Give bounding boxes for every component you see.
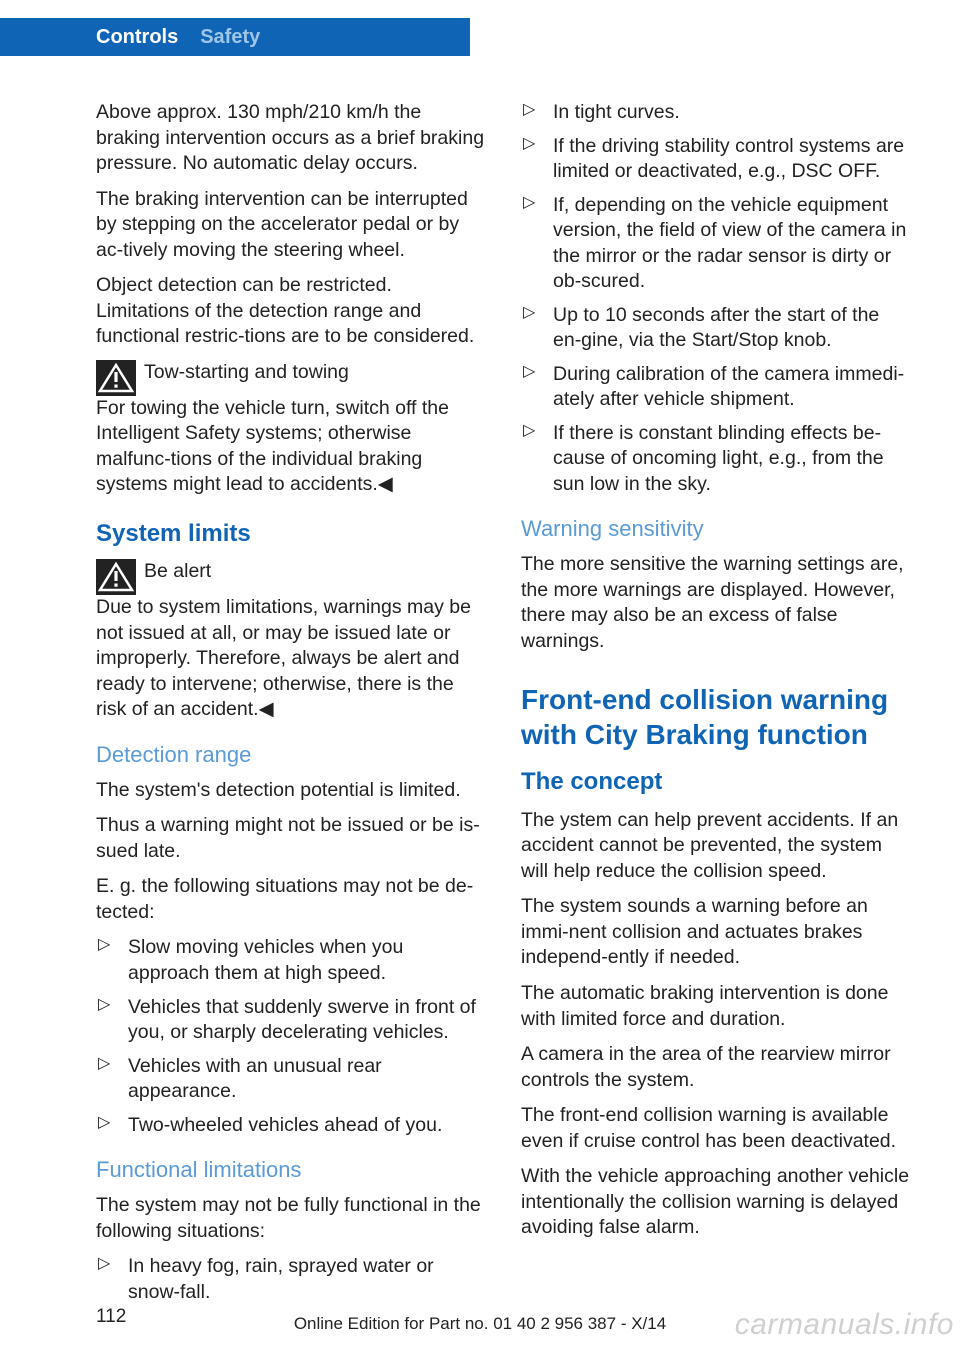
right-column: In tight curves. If the driving stabilit… [521,100,910,1292]
body-text: The front-end collision warning is avail… [521,1103,910,1154]
heading-the-concept: The concept [521,766,910,797]
heading-warning-sensitivity: Warning sensitivity [521,515,910,544]
body-text: With the vehicle approaching another veh… [521,1164,910,1241]
body-text: The automatic braking intervention is do… [521,981,910,1032]
heading-system-limits: System limits [96,518,485,549]
warning-icon [96,559,136,595]
heading-functional-limitations: Functional limitations [96,1156,485,1185]
header-tab-safety: Safety [200,26,260,49]
warning-title: Tow-starting and towing [144,361,349,383]
warning-icon [96,360,136,396]
body-text: The braking intervention can be interrup… [96,187,485,264]
list-item: Vehicles that suddenly swerve in front o… [96,995,485,1046]
header-tab-controls: Controls [96,26,178,49]
functional-list-b: In tight curves. If the driving stabilit… [521,100,910,497]
body-text: Thus a warning might not be issued or be… [96,813,485,864]
warning-title: Be alert [144,560,211,582]
heading-detection-range: Detection range [96,741,485,770]
body-text: The ystem can help prevent accidents. If… [521,808,910,885]
heading-front-end-collision: Front-end collision warning with City Br… [521,682,910,752]
watermark: carmanuals.info [735,1308,954,1342]
body-text: The system sounds a warning before an im… [521,894,910,971]
warning-body: For towing the vehicle turn, switch off … [96,396,485,498]
warning-block-towing: Tow-starting and towing [96,360,485,396]
list-item: During calibration of the camera immedi‐… [521,362,910,413]
list-item: If, depending on the vehicle equipment v… [521,193,910,295]
body-text: E. g. the following situations may not b… [96,874,485,925]
content-columns: Above approx. 130 mph/210 km/h the braki… [96,100,910,1292]
body-text: A camera in the area of the rearview mir… [521,1042,910,1093]
list-item: If there is constant blinding effects be… [521,421,910,498]
list-item: If the driving stability control systems… [521,134,910,185]
functional-list-a: In heavy fog, rain, sprayed water or sno… [96,1254,485,1305]
list-item: Slow moving vehicles when you approach t… [96,935,485,986]
warning-block-alert: Be alert [96,559,485,595]
list-item: In heavy fog, rain, sprayed water or sno… [96,1254,485,1305]
list-item: Two-wheeled vehicles ahead of you. [96,1113,485,1139]
body-text: The system may not be fully functional i… [96,1193,485,1244]
body-text: Object detection can be restricted. Limi… [96,273,485,350]
body-text: The more sensitive the warning settings … [521,552,910,654]
body-text: The system's detection potential is limi… [96,778,485,804]
header-bar: Controls Safety [0,18,470,56]
list-item: In tight curves. [521,100,910,126]
left-column: Above approx. 130 mph/210 km/h the braki… [96,100,485,1292]
warning-body: Due to system limitations, warnings may … [96,595,485,723]
list-item: Vehicles with an unusual rear appearance… [96,1054,485,1105]
body-text: Above approx. 130 mph/210 km/h the braki… [96,100,485,177]
list-item: Up to 10 seconds after the start of the … [521,303,910,354]
detection-list: Slow moving vehicles when you approach t… [96,935,485,1138]
